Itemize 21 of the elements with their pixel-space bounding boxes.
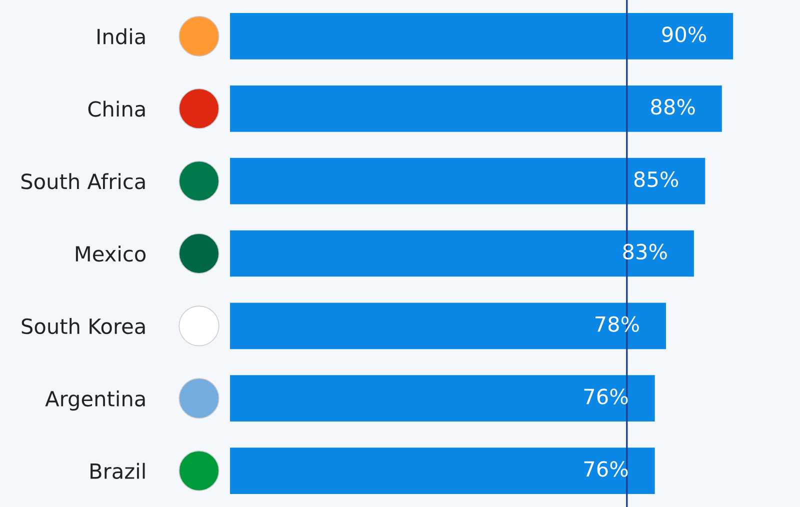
- y-tick-label: South Korea: [22, 318, 145, 334]
- bar: [230, 448, 655, 494]
- bar: [230, 230, 694, 277]
- data-label: 90%: [662, 26, 706, 42]
- y-tick-label: Brazil: [90, 462, 145, 479]
- data-label: 83%: [623, 244, 667, 260]
- y-tick-label: Argentina: [45, 390, 145, 411]
- bar: [230, 13, 734, 60]
- data-label: 88%: [651, 98, 695, 115]
- bar: [230, 158, 706, 204]
- data-label: 76%: [584, 461, 628, 477]
- y-tick-label: China: [88, 100, 145, 117]
- y-tick-label: India: [98, 28, 145, 44]
- data-label: 78%: [595, 316, 639, 332]
- bar: [230, 302, 666, 350]
- data-label: 85%: [634, 171, 678, 188]
- y-tick-label: South Africa: [21, 173, 145, 190]
- bar: [230, 85, 722, 132]
- bar: [230, 375, 655, 422]
- data-label: 76%: [584, 388, 628, 404]
- y-tick-label: Mexico: [76, 246, 146, 262]
